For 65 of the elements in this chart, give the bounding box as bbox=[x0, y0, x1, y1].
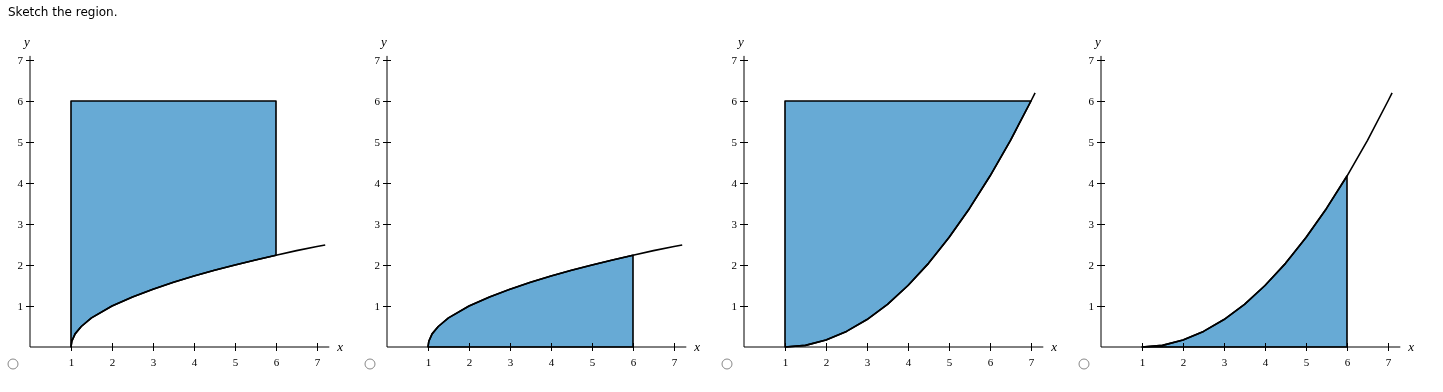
y-tick-label: 1 bbox=[731, 300, 737, 313]
x-tick-label: 6 bbox=[1344, 356, 1351, 369]
x-axis-title: x bbox=[1050, 339, 1058, 354]
x-tick-label: 3 bbox=[1221, 356, 1228, 369]
y-tick-label: 4 bbox=[1088, 177, 1095, 190]
x-tick-label: 2 bbox=[823, 356, 830, 369]
x-tick-label: 4 bbox=[548, 356, 555, 369]
y-tick-label: 1 bbox=[1088, 300, 1094, 313]
y-tick-label: 6 bbox=[374, 95, 381, 108]
y-axis-title: y bbox=[22, 33, 31, 49]
y-tick-label: 2 bbox=[17, 259, 23, 272]
chart-title: Sketch the region. bbox=[8, 5, 118, 19]
x-tick-label: 2 bbox=[109, 356, 116, 369]
y-tick-label: 2 bbox=[1088, 259, 1094, 272]
y-tick-label: 4 bbox=[374, 177, 381, 190]
x-tick-label: 5 bbox=[232, 356, 239, 369]
y-tick-label: 5 bbox=[374, 136, 381, 149]
x-tick-label: 5 bbox=[589, 356, 596, 369]
x-tick-label: 6 bbox=[987, 356, 994, 369]
y-tick-label: 1 bbox=[17, 300, 23, 313]
x-axis-title: x bbox=[1407, 339, 1415, 354]
y-tick-label: 7 bbox=[731, 54, 738, 67]
y-tick-label: 3 bbox=[374, 218, 381, 231]
y-tick-label: 5 bbox=[731, 136, 738, 149]
y-tick-label: 3 bbox=[731, 218, 738, 231]
x-tick-label: 4 bbox=[905, 356, 912, 369]
y-tick-label: 1 bbox=[374, 300, 380, 313]
y-tick-label: 5 bbox=[17, 136, 24, 149]
y-tick-label: 3 bbox=[17, 218, 24, 231]
x-tick-label: 6 bbox=[273, 356, 280, 369]
x-tick-label: 1 bbox=[68, 356, 75, 369]
x-tick-label: 7 bbox=[314, 356, 321, 369]
x-tick-label: 6 bbox=[630, 356, 637, 369]
x-tick-label: 7 bbox=[671, 356, 678, 369]
y-tick-label: 3 bbox=[1088, 218, 1095, 231]
y-axis-title: y bbox=[1093, 33, 1102, 49]
x-tick-label: 2 bbox=[466, 356, 473, 369]
x-tick-label: 4 bbox=[1262, 356, 1269, 369]
x-tick-label: 5 bbox=[1303, 356, 1310, 369]
y-axis-title: y bbox=[736, 33, 745, 49]
y-tick-label: 4 bbox=[17, 177, 24, 190]
y-tick-label: 6 bbox=[731, 95, 738, 108]
y-tick-label: 6 bbox=[1088, 95, 1095, 108]
x-tick-label: 3 bbox=[150, 356, 157, 369]
x-tick-label: 7 bbox=[1385, 356, 1392, 369]
y-tick-label: 7 bbox=[17, 54, 24, 67]
y-tick-label: 4 bbox=[731, 177, 738, 190]
y-tick-label: 7 bbox=[1088, 54, 1095, 67]
x-axis-title: x bbox=[336, 339, 344, 354]
x-axis-title: x bbox=[693, 339, 701, 354]
x-tick-label: 7 bbox=[1028, 356, 1035, 369]
x-tick-label: 3 bbox=[507, 356, 514, 369]
x-tick-label: 1 bbox=[782, 356, 789, 369]
x-tick-label: 2 bbox=[1180, 356, 1187, 369]
y-tick-label: 6 bbox=[17, 95, 24, 108]
x-tick-label: 1 bbox=[425, 356, 432, 369]
x-tick-label: 3 bbox=[864, 356, 871, 369]
x-tick-label: 4 bbox=[191, 356, 198, 369]
y-tick-label: 5 bbox=[1088, 136, 1095, 149]
y-tick-label: 2 bbox=[374, 259, 380, 272]
y-axis-title: y bbox=[379, 33, 388, 49]
y-tick-label: 7 bbox=[374, 54, 381, 67]
x-tick-label: 1 bbox=[1139, 356, 1146, 369]
y-tick-label: 2 bbox=[731, 259, 737, 272]
x-tick-label: 5 bbox=[946, 356, 953, 369]
